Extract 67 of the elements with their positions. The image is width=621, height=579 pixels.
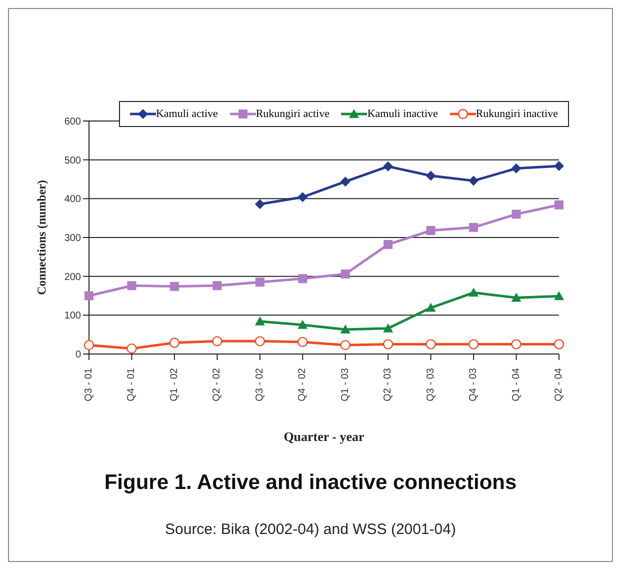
point [298,320,308,329]
point [298,336,308,348]
y-tick-label: 300 [64,233,82,244]
point [469,222,478,232]
point [554,291,564,300]
x-tick-label: Q1 - 03 [340,368,351,402]
point [84,340,94,350]
point [383,323,394,332]
point [340,270,350,279]
legend-label: Kamuli active [156,108,218,120]
x-tick-label: Q4 - 01 [126,368,138,402]
x-tick-label: Q4 - 03 [468,368,480,402]
point [426,302,436,312]
point [426,339,436,350]
point [468,288,479,297]
y-tick-label: 400 [64,194,82,206]
point [468,176,479,186]
point [254,336,266,346]
x-tick-label: Q3 - 02 [254,368,266,402]
source-note: Source: Bika (2002-04) and WSS (2001-04) [164,521,457,538]
point [255,278,264,287]
point [298,274,308,284]
point [254,316,265,326]
point [212,336,222,346]
point [426,226,436,236]
x-tick-label: Q1 - 02 [168,368,180,402]
point [382,339,394,350]
point [254,199,265,210]
legend-label: Rukungiri active [256,108,330,120]
y-tick-label: 600 [64,116,82,128]
point [512,210,521,219]
y-axis-title: Connections (number) [34,180,48,296]
point [511,339,522,350]
x-tick-label: Q2 - 03 [382,368,394,402]
x-tick-label: Q2 - 02 [212,368,223,402]
point [468,339,479,350]
y-tick-label: 500 [64,155,82,166]
point [554,339,564,350]
point [340,324,350,334]
point [127,281,136,290]
legend-label: Rukungiri inactive [476,108,558,120]
point [212,281,222,290]
legend-label: Kamuli inactive [367,108,438,120]
text: Figure 1. Active and inactive connections [103,471,518,495]
x-tick-label: Q4 - 02 [297,368,308,402]
point [426,170,436,181]
x-tick-label: Q2 - 04 [554,368,564,402]
point [554,161,564,172]
x-tick-label: Q3 - 03 [425,368,436,402]
y-tick-label: 200 [64,272,82,283]
point [126,343,137,354]
x-tick-label: Q3 - 01 [84,368,94,402]
x-tick-label: Q1 - 04 [510,368,522,402]
y-tick-label: 100 [64,310,82,322]
point [340,176,350,187]
point [84,291,94,300]
y-tick-label: 0 [75,350,82,361]
point [340,340,350,350]
x-axis-title: Quarter - year [284,429,365,444]
point [170,282,179,291]
point [511,163,522,174]
point [298,192,308,202]
point [384,240,393,249]
point [511,292,522,302]
point [169,338,180,348]
point [383,161,394,172]
point [554,200,564,210]
